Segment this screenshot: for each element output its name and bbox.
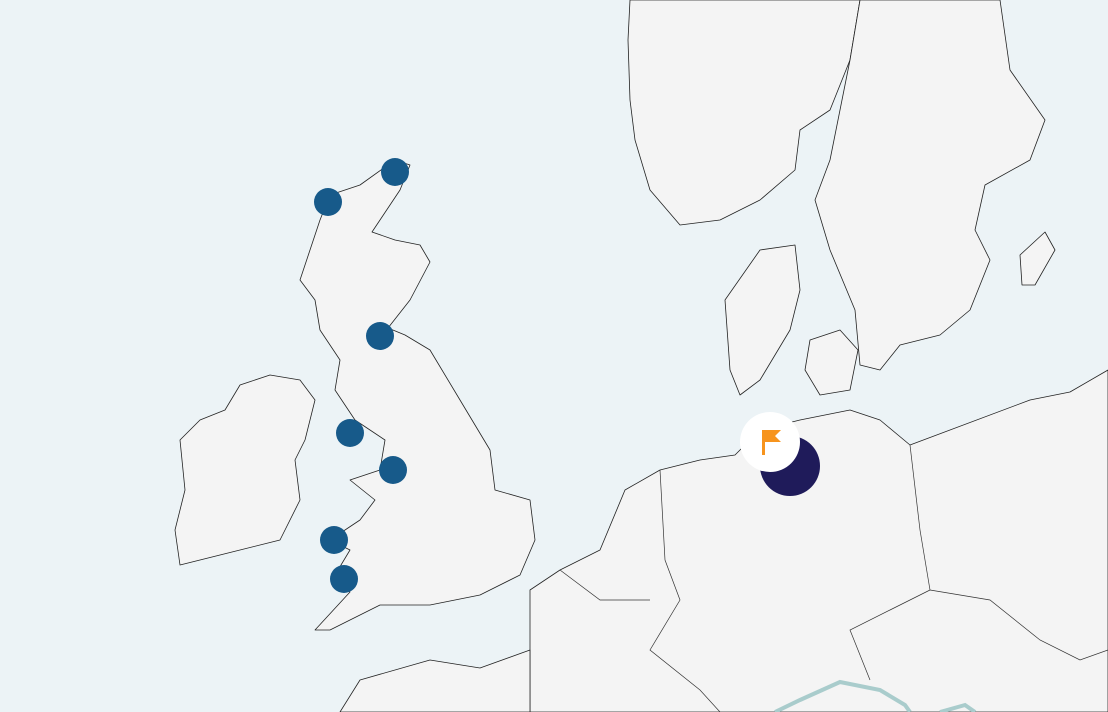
site-marker[interactable] xyxy=(330,565,358,593)
site-marker[interactable] xyxy=(379,456,407,484)
site-marker[interactable] xyxy=(366,322,394,350)
sweden xyxy=(814,0,1046,371)
site-marker[interactable] xyxy=(320,526,348,554)
site-marker-circle[interactable] xyxy=(366,322,394,350)
country-border xyxy=(929,589,1108,661)
site-marker-circle[interactable] xyxy=(314,188,342,216)
site-marker[interactable] xyxy=(336,419,364,447)
site-marker-circle[interactable] xyxy=(320,526,348,554)
gotland xyxy=(1019,231,1056,286)
river xyxy=(939,702,977,712)
site-marker[interactable] xyxy=(314,188,342,216)
denmark xyxy=(724,244,801,396)
zealand xyxy=(804,329,859,396)
river xyxy=(774,679,912,712)
site-marker[interactable] xyxy=(381,158,409,186)
great-britain xyxy=(299,159,536,631)
site-marker-circle[interactable] xyxy=(336,419,364,447)
ireland xyxy=(174,374,316,566)
country-border xyxy=(559,569,650,601)
country-border xyxy=(649,469,721,712)
selected-marker[interactable] xyxy=(740,412,800,472)
flag-icon xyxy=(762,430,781,455)
norway xyxy=(627,0,861,226)
site-marker-circle[interactable] xyxy=(379,456,407,484)
country-border xyxy=(849,444,931,681)
site-marker-circle[interactable] xyxy=(330,565,358,593)
france-coast xyxy=(339,649,531,712)
site-marker-circle[interactable] xyxy=(381,158,409,186)
